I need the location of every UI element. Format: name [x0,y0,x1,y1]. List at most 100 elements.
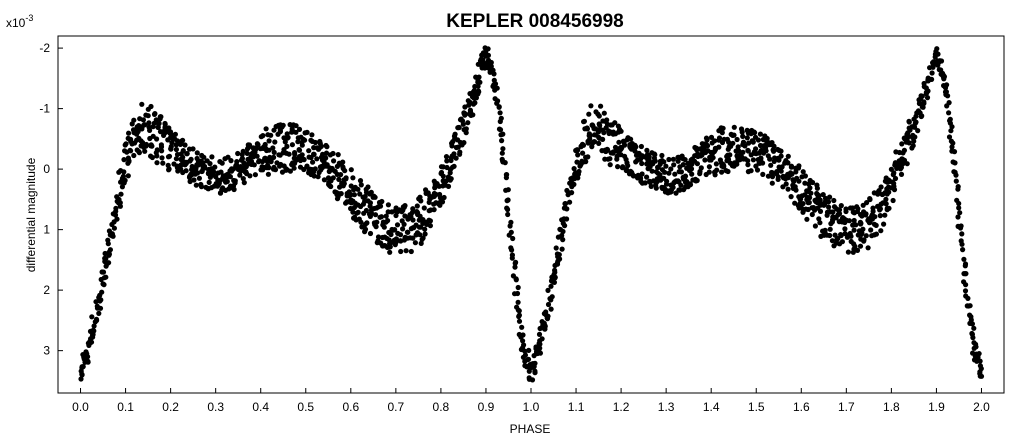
data-point [596,113,602,119]
data-point [321,177,327,183]
data-point [536,347,542,353]
data-point [816,216,822,222]
data-point [172,131,178,137]
data-point [973,344,979,350]
data-point [699,141,705,147]
y-tick-label: 3 [43,344,50,358]
data-point [344,199,350,205]
data-point [802,173,809,179]
data-point [593,109,599,115]
data-point [913,119,919,125]
data-point [848,233,854,239]
data-point [379,198,385,205]
data-point [101,282,107,288]
x-tick-label: 1.6 [793,400,810,414]
data-point [738,153,745,160]
data-point [145,113,151,119]
data-point [753,146,759,152]
data-point [725,168,731,175]
data-point [342,168,348,174]
data-point [738,126,745,132]
data-point [128,138,134,144]
data-point [393,239,399,245]
data-point [387,249,393,255]
data-point [403,248,409,254]
data-point [131,117,137,123]
data-point [728,143,734,149]
data-point [298,134,304,140]
data-point [357,178,364,184]
data-point [912,124,918,130]
data-point [956,205,962,211]
data-point [103,274,109,280]
data-point [808,190,814,196]
data-point [252,172,258,178]
data-point [485,46,491,52]
data-point [639,160,645,167]
data-point [191,177,197,183]
data-point [934,46,940,52]
data-point [971,325,977,331]
data-point [642,180,648,186]
data-point [96,310,102,316]
data-point [796,178,802,184]
x-tick-label: 0.0 [72,400,89,414]
data-point [589,144,595,150]
data-point [292,151,298,157]
data-point [586,111,592,117]
data-point [387,244,393,250]
data-point [569,190,575,196]
data-point [393,212,399,219]
data-point [807,185,813,191]
data-point [235,150,241,157]
data-point [519,324,525,330]
data-point [882,212,888,218]
data-point [371,193,377,199]
data-point [632,142,638,148]
data-point [318,143,324,149]
data-point [831,197,837,204]
data-point [971,340,977,346]
data-point [959,231,965,237]
data-point [826,204,832,210]
data-point [585,140,591,146]
data-point [853,222,859,228]
data-point [680,162,686,168]
data-point [401,204,407,210]
data-point [586,131,593,137]
data-point [965,295,971,301]
data-point [106,251,112,257]
data-point [740,133,746,139]
data-point [397,232,404,238]
data-point [445,183,452,189]
data-point [262,141,268,148]
data-point [265,171,271,177]
data-point [311,151,317,157]
data-point [414,203,420,209]
data-point [557,256,563,262]
data-point [452,131,458,137]
data-point [512,264,518,270]
data-point [910,143,916,149]
data-point [139,101,145,107]
data-point [682,173,689,179]
data-point [193,182,199,188]
data-point [873,222,879,228]
data-point [560,220,566,226]
data-point [951,149,958,155]
data-point [644,174,650,180]
data-point [462,110,468,117]
data-point [977,363,984,369]
data-point [571,181,577,187]
x-tick-label: 0.2 [162,400,179,414]
data-point [503,175,509,181]
data-point [577,163,583,169]
data-point [768,162,774,168]
data-point [79,371,85,377]
data-point [625,163,631,169]
data-point [662,169,668,175]
data-point [949,144,955,150]
data-point [719,130,725,136]
data-point [721,164,727,170]
data-point [526,368,532,374]
